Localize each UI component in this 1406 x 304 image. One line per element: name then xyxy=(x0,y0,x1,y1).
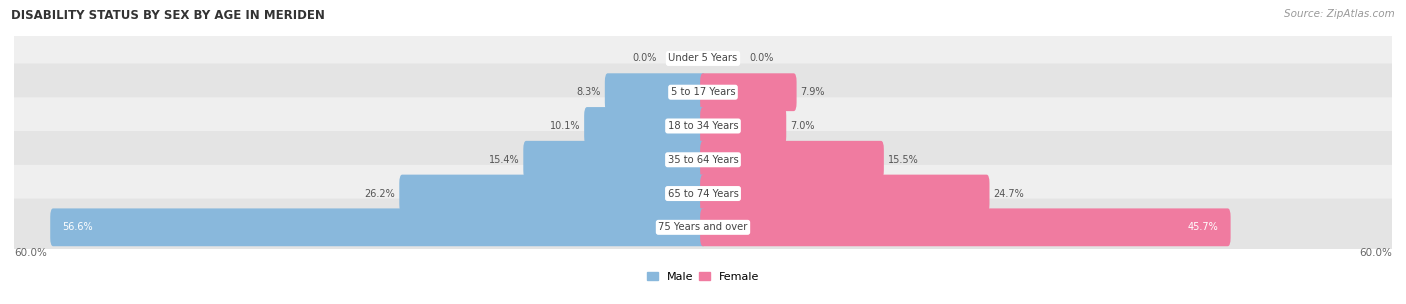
Text: 8.3%: 8.3% xyxy=(576,87,600,97)
FancyBboxPatch shape xyxy=(700,174,990,212)
FancyBboxPatch shape xyxy=(583,107,706,145)
Text: 56.6%: 56.6% xyxy=(62,222,93,232)
FancyBboxPatch shape xyxy=(700,73,797,111)
FancyBboxPatch shape xyxy=(700,107,786,145)
Legend: Male, Female: Male, Female xyxy=(647,272,759,282)
FancyBboxPatch shape xyxy=(700,141,884,179)
Text: 35 to 64 Years: 35 to 64 Years xyxy=(668,155,738,165)
Text: Source: ZipAtlas.com: Source: ZipAtlas.com xyxy=(1284,9,1395,19)
Text: 60.0%: 60.0% xyxy=(1360,248,1392,258)
Text: 15.4%: 15.4% xyxy=(489,155,519,165)
FancyBboxPatch shape xyxy=(10,199,1396,256)
Text: 0.0%: 0.0% xyxy=(633,54,657,64)
Text: 45.7%: 45.7% xyxy=(1188,222,1219,232)
Text: 7.9%: 7.9% xyxy=(800,87,825,97)
Text: Under 5 Years: Under 5 Years xyxy=(668,54,738,64)
Text: 10.1%: 10.1% xyxy=(550,121,581,131)
Text: 75 Years and over: 75 Years and over xyxy=(658,222,748,232)
FancyBboxPatch shape xyxy=(10,97,1396,155)
Text: 18 to 34 Years: 18 to 34 Years xyxy=(668,121,738,131)
Text: 7.0%: 7.0% xyxy=(790,121,814,131)
FancyBboxPatch shape xyxy=(399,174,706,212)
FancyBboxPatch shape xyxy=(10,131,1396,188)
Text: 26.2%: 26.2% xyxy=(364,188,395,199)
FancyBboxPatch shape xyxy=(51,209,706,246)
Text: 65 to 74 Years: 65 to 74 Years xyxy=(668,188,738,199)
FancyBboxPatch shape xyxy=(10,30,1396,87)
FancyBboxPatch shape xyxy=(605,73,706,111)
Text: DISABILITY STATUS BY SEX BY AGE IN MERIDEN: DISABILITY STATUS BY SEX BY AGE IN MERID… xyxy=(11,9,325,22)
FancyBboxPatch shape xyxy=(10,64,1396,121)
FancyBboxPatch shape xyxy=(700,209,1230,246)
Text: 24.7%: 24.7% xyxy=(994,188,1024,199)
Text: 15.5%: 15.5% xyxy=(887,155,918,165)
Text: 5 to 17 Years: 5 to 17 Years xyxy=(671,87,735,97)
Text: 60.0%: 60.0% xyxy=(14,248,46,258)
Text: 0.0%: 0.0% xyxy=(749,54,773,64)
FancyBboxPatch shape xyxy=(10,165,1396,222)
FancyBboxPatch shape xyxy=(523,141,706,179)
